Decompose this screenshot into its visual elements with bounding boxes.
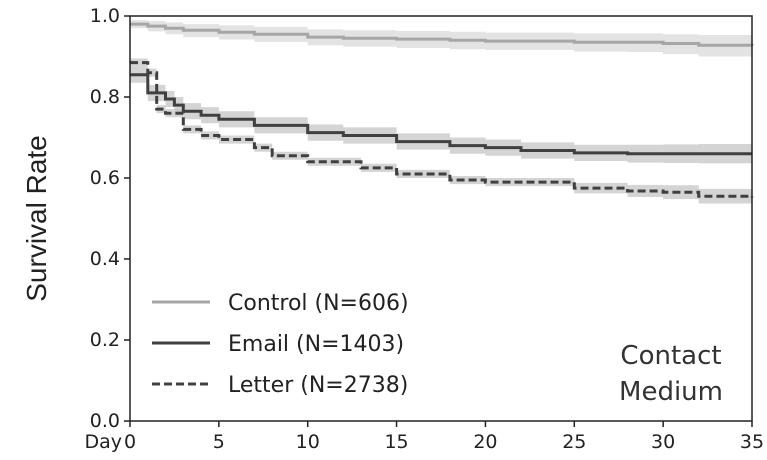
x-tick-label-0: 0 <box>124 431 136 453</box>
x-tick-label-2: 10 <box>296 431 320 453</box>
legend-label-2: Letter (N=2738) <box>228 373 408 398</box>
plot-frame <box>129 15 753 422</box>
line-series-0 <box>130 22 754 47</box>
x-tick-label-1: 5 <box>213 431 225 453</box>
annotation-line-2: Medium <box>619 377 723 407</box>
y-tick-label-3: 0.6 <box>90 167 120 189</box>
y-axis-label: Survival Rate <box>21 135 52 302</box>
legend-label-1: Email (N=1403) <box>228 332 404 357</box>
confidence-bands <box>130 20 752 206</box>
legend: Control (N=606) Email (N=1403) Letter (N=2… <box>152 291 409 398</box>
y-tick-label-4: 0.8 <box>90 86 120 108</box>
x-tick-label-5: 25 <box>562 431 586 453</box>
y-tick-label-5: 1.0 <box>90 5 120 27</box>
line-series-1 <box>130 73 752 156</box>
legend-label-0: Control (N=606) <box>228 291 409 316</box>
x-axis-day-label: Day <box>84 431 122 453</box>
annotation-line-1: Contact <box>620 341 721 371</box>
x-tick-label-7: 35 <box>740 431 764 453</box>
band-series-2 <box>130 58 752 206</box>
x-tick-label-4: 20 <box>473 431 497 453</box>
y-axis: 0.0 0.2 0.4 0.6 0.8 1.0 <box>90 5 130 432</box>
survival-curves <box>130 22 754 198</box>
y-tick-label-0: 0.0 <box>90 410 120 432</box>
line-series-2 <box>130 61 754 198</box>
band-series-1 <box>130 66 752 164</box>
x-tick-label-6: 30 <box>651 431 675 453</box>
y-tick-label-1: 0.2 <box>90 329 120 351</box>
x-tick-label-3: 15 <box>384 431 408 453</box>
x-axis: 0 5 10 15 20 25 30 35 <box>124 421 764 453</box>
y-tick-label-2: 0.4 <box>90 248 120 270</box>
